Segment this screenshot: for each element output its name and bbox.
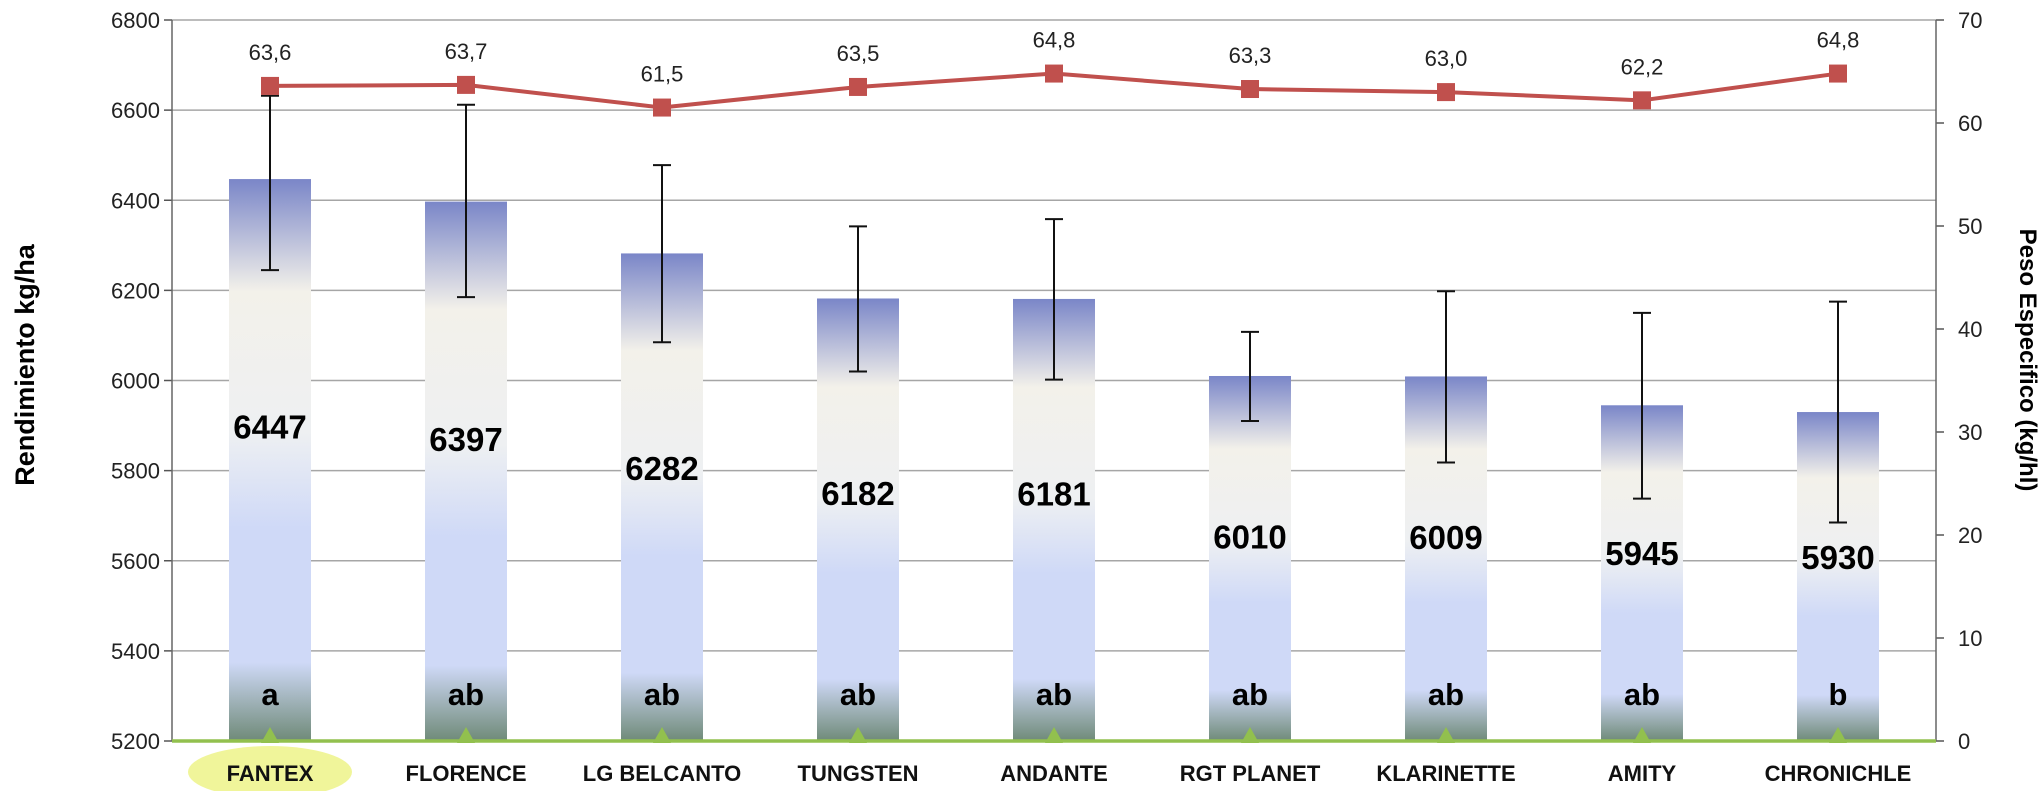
x-tick-label: CHRONICHLE	[1765, 761, 1912, 786]
y2-tick-label: 60	[1958, 111, 1982, 136]
line-value-label: 63,7	[445, 39, 488, 64]
y-tick-label: 6400	[111, 188, 160, 213]
y2-tick-label: 10	[1958, 626, 1982, 651]
significance-label: ab	[1036, 677, 1072, 712]
bar-value-label: 6010	[1213, 519, 1286, 556]
line-marker	[457, 76, 475, 94]
y-tick-label: 5200	[111, 729, 160, 754]
y-tick-label: 5600	[111, 549, 160, 574]
y-axis-title: Rendimiento kg/ha	[10, 243, 40, 486]
significance-label: a	[261, 677, 279, 712]
bar-value-label: 6282	[625, 450, 698, 487]
x-tick-label: FLORENCE	[406, 761, 527, 786]
x-tick-label: AMITY	[1608, 761, 1677, 786]
bar-value-label: 5930	[1801, 539, 1874, 576]
line-marker	[849, 78, 867, 96]
x-tick-label: RGT PLANET	[1180, 761, 1321, 786]
bar-value-label: 6181	[1017, 475, 1090, 512]
line-value-label: 63,3	[1229, 43, 1272, 68]
y-tick-label: 6000	[111, 369, 160, 394]
bar-value-label: 6009	[1409, 519, 1482, 556]
line-value-label: 63,6	[249, 40, 292, 65]
line-marker	[653, 99, 671, 117]
line-value-label: 62,2	[1621, 54, 1664, 79]
line-marker	[1829, 65, 1847, 83]
bar-value-label: 5945	[1605, 535, 1678, 572]
y2-tick-label: 70	[1958, 8, 1982, 33]
y-tick-label: 6600	[111, 98, 160, 123]
x-tick-label: FANTEX	[227, 761, 314, 786]
y2-tick-label: 0	[1958, 729, 1970, 754]
line-marker	[1633, 91, 1651, 109]
line-marker	[1437, 83, 1455, 101]
bar-value-label: 6182	[821, 475, 894, 512]
y2-tick-label: 50	[1958, 214, 1982, 239]
significance-label: ab	[1232, 677, 1268, 712]
significance-label: ab	[448, 677, 484, 712]
y2-axis-title: Peso Especifico (kg/hl)	[2014, 229, 2041, 492]
line-value-label: 61,5	[641, 62, 684, 87]
y-tick-label: 6200	[111, 278, 160, 303]
x-tick-label: ANDANTE	[1000, 761, 1108, 786]
bar-value-label: 6447	[233, 408, 306, 445]
line-marker	[1045, 65, 1063, 83]
line-value-label: 63,5	[837, 41, 880, 66]
y-tick-label: 5800	[111, 459, 160, 484]
line-marker	[1241, 80, 1259, 98]
y2-tick-label: 40	[1958, 317, 1982, 342]
significance-label: ab	[644, 677, 680, 712]
x-tick-label: LG BELCANTO	[583, 761, 741, 786]
x-tick-label: KLARINETTE	[1376, 761, 1515, 786]
line-series	[261, 65, 1847, 117]
y2-tick-label: 30	[1958, 420, 1982, 445]
line-marker	[261, 77, 279, 95]
significance-label: ab	[1624, 677, 1660, 712]
significance-label: ab	[1428, 677, 1464, 712]
line-value-label: 64,8	[1033, 28, 1076, 53]
y-tick-label: 6800	[111, 8, 160, 33]
line-value-label: 63,0	[1425, 46, 1468, 71]
line-value-label: 64,8	[1817, 28, 1860, 53]
bar-value-label: 6397	[429, 421, 502, 458]
x-tick-label: TUNGSTEN	[798, 761, 919, 786]
y-tick-label: 5400	[111, 639, 160, 664]
y2-tick-label: 20	[1958, 523, 1982, 548]
significance-label: b	[1829, 677, 1848, 712]
significance-label: ab	[840, 677, 876, 712]
